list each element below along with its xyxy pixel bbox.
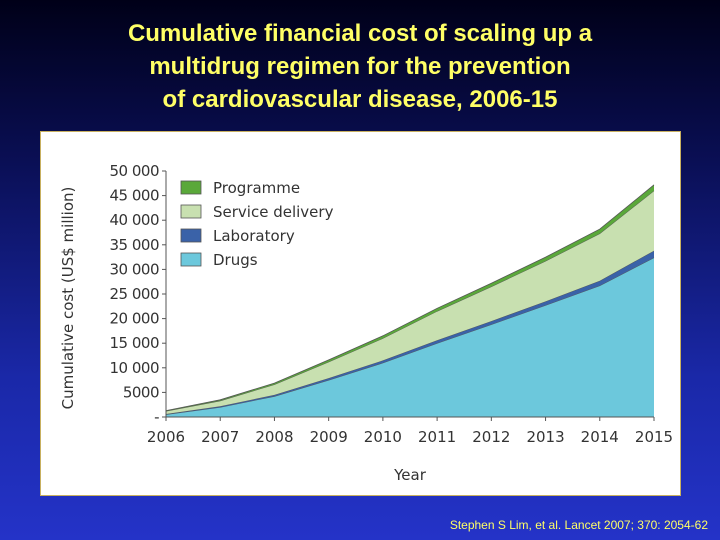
series-edge-drugs [165,257,655,415]
x-axis-label: Year [393,466,427,484]
x-tick-label: 2010 [364,428,402,446]
citation: Stephen S Lim, et al. Lancet 2007; 370: … [449,518,708,532]
x-tick-label: 2007 [201,428,239,446]
title-line: multidrug regimen for the prevention [149,53,571,80]
y-tick-label: 45 000 [110,187,160,205]
x-tick-label: 2006 [147,428,185,446]
legend-label-drugs: Drugs [213,251,258,269]
x-tick-label: 2012 [472,428,510,446]
y-tick-label: 5000 [123,383,159,401]
y-tick-label: 10 000 [110,359,160,377]
legend-swatch-programme [180,180,202,195]
y-tick-label: 50 000 [110,162,160,180]
y-tick-label: 15 000 [110,334,160,352]
legend-swatch-drugs [180,252,202,267]
legend-swatch-laboratory [180,228,202,243]
slide-title: Cumulative financial cost of scaling up … [0,17,720,116]
x-tick-label: 2008 [255,428,293,446]
y-axis-label: Cumulative cost (US$ million) [59,187,77,410]
legend-swatch-service-delivery [180,204,202,219]
y-tick-label: 20 000 [110,310,160,328]
y-tick-label: 30 000 [110,260,160,278]
stacked-area-chart: - 5000 10 000 15 000 20 000 25 000 30 000 35 00… [59,162,673,484]
y-tick-label: 40 000 [110,211,160,229]
x-tick-label: 2015 [635,428,673,446]
legend-label-programme: Programme [213,179,300,197]
legend-label-laboratory: Laboratory [213,227,295,245]
series-edge-programme [165,184,655,411]
y-tick-label: 35 000 [110,236,160,254]
chart-panel: - 5000 10 000 15 000 20 000 25 000 30 000 35 00… [40,131,681,496]
series-area-drugs [166,257,654,417]
legend-label-service-delivery: Service delivery [213,203,334,221]
x-tick-label: 2014 [581,428,619,446]
title-line: Cumulative financial cost of scaling up … [127,20,593,47]
x-tick-label: 2013 [526,428,564,446]
x-tick-label: 2009 [310,428,348,446]
y-tick-label: 25 000 [110,285,160,303]
title-line: of cardiovascular disease, 2006-15 [162,86,558,113]
y-tick-label: - [154,408,159,426]
x-tick-label: 2011 [418,428,456,446]
